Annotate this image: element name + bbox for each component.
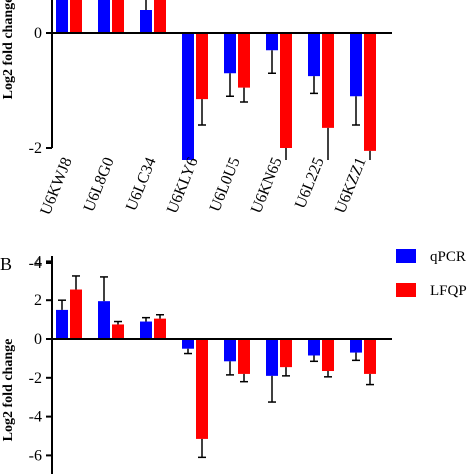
panel-a-bar-qpcr <box>224 33 236 74</box>
panel-a-bars <box>56 0 376 160</box>
panel-a-x-tick-label: U6KWJ8 <box>37 155 75 217</box>
panel-a-y-tick-label: -4 <box>29 255 42 272</box>
panel-b-bar-qpcr <box>224 339 236 362</box>
panel-b-y-tick-label: 2 <box>34 292 42 309</box>
panel-b-bar-qpcr <box>140 321 152 339</box>
panel-b-bar-qpcr <box>266 339 278 376</box>
panel-b-bar-lfqp <box>70 289 82 339</box>
panel-b-y-tick-label: 4 <box>34 253 42 270</box>
panel-b-bar-lfqp <box>280 339 292 368</box>
panel-a-x-tick-label: U6KZZ1 <box>332 155 370 216</box>
panel-a-x-tick-label: U6LC34 <box>123 155 160 213</box>
panel-a-bar-qpcr <box>56 0 68 33</box>
panel-b-bar-qpcr <box>308 339 320 356</box>
panel-a-x-labels: U6KWJ8 U6L8G0 U6LC34 U6KLY6 U6L0U5 U6KN65 U6L2… <box>37 155 369 217</box>
panel-a-x-tick-label: U6L8G0 <box>81 155 118 214</box>
panel-b-bar-lfqp <box>238 339 250 374</box>
panel-a-bar-lfqp <box>280 33 292 148</box>
panel-b-label: B <box>0 254 12 274</box>
panel-a-bar-qpcr <box>350 33 362 97</box>
panel-b-y-axis: 4 2 0 -2 -4 -6 <box>29 253 53 474</box>
panel-b-bar-lfqp <box>322 339 334 372</box>
panel-a-bar-lfqp <box>112 0 124 33</box>
panel-b-bar-qpcr <box>56 309 68 339</box>
panel-b-y-tick-label: -6 <box>29 447 42 464</box>
legend-qpcr-label: qPCR <box>430 249 466 265</box>
panel-a-bar-lfqp <box>196 33 208 100</box>
panel-b-y-tick-label: -2 <box>29 370 42 387</box>
panel-b-y-axis-label: Log2 fold change <box>1 339 16 442</box>
panel-a-x-tick-label: U6KN65 <box>248 155 286 216</box>
panel-a-x-tick-label: U6L225 <box>292 155 328 211</box>
panel-a-bar-qpcr <box>266 33 278 51</box>
panel-a-y-axis: 0 -2 -4 <box>29 0 53 272</box>
panel-a-chart: Log2 fold change 0 -2 -4 U6KWJ8 U6L8G0 U6LC3… <box>1 0 392 272</box>
panel-b-y-tick-label: 0 <box>34 331 42 348</box>
panel-b-bar-qpcr <box>350 339 362 353</box>
panel-b-bar-lfqp <box>112 324 124 339</box>
panel-b-bar-qpcr <box>98 301 110 339</box>
panel-a-bar-lfqp <box>70 0 82 33</box>
panel-a-bar-qpcr <box>308 33 320 77</box>
legend: qPCR LFQP <box>396 249 467 299</box>
legend-qpcr-swatch <box>396 249 416 263</box>
panel-b-y-tick-label: -4 <box>29 409 42 426</box>
panel-b-bars <box>56 275 376 459</box>
panel-b-chart: Log2 fold change 4 2 0 -2 -4 -6 <box>1 253 392 474</box>
panel-b-bar-lfqp <box>196 339 208 439</box>
panel-a-x-tick-label: U6L0U5 <box>207 155 244 214</box>
panel-b-bar-qpcr <box>182 339 194 349</box>
panel-a-x-tick-label: U6KLY6 <box>164 155 202 216</box>
panel-a-y-tick-label: -2 <box>29 140 42 157</box>
panel-a-bar-lfqp <box>322 33 334 128</box>
legend-lfqp-label: LFQP <box>430 283 467 299</box>
panel-a-bar-lfqp <box>154 0 166 33</box>
panel-b-bar-lfqp <box>364 339 376 374</box>
panel-a-bar-qpcr <box>182 33 194 160</box>
panel-a-y-tick-label: 0 <box>34 25 42 42</box>
panel-a-bar-lfqp <box>364 33 376 151</box>
panel-a-bar-qpcr <box>98 0 110 33</box>
panel-a-y-axis-label: Log2 fold change <box>1 0 16 99</box>
panel-b-bar-lfqp <box>154 318 166 339</box>
panel-a-bar-lfqp <box>238 33 250 88</box>
panel-a-bar-qpcr <box>140 10 152 33</box>
legend-lfqp-swatch <box>396 283 416 297</box>
